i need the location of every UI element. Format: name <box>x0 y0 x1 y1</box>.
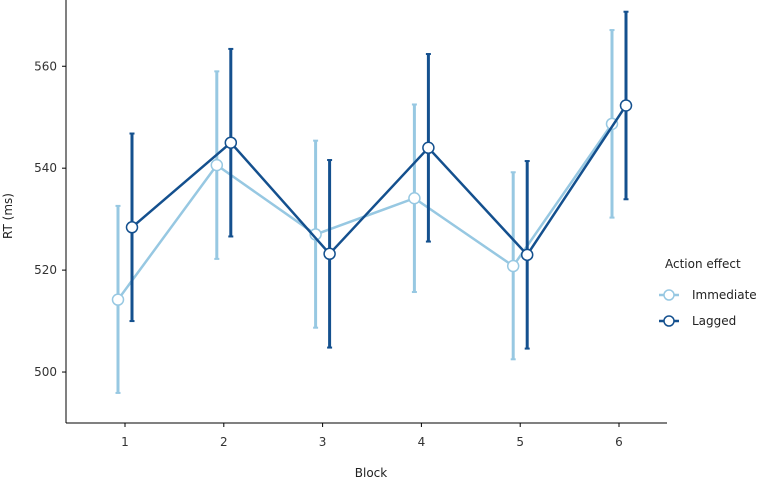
x-tick-label: 4 <box>418 435 426 449</box>
data-point <box>619 99 633 112</box>
legend-item-lagged: Lagged <box>659 314 736 328</box>
legend: Action effect Immediate Lagged <box>659 257 757 328</box>
y-ticks: 500 520 540 560 <box>34 59 66 379</box>
data-point <box>520 248 534 262</box>
x-ticks: 1 2 3 4 5 6 <box>121 423 623 449</box>
data-point <box>111 293 125 306</box>
legend-label: Lagged <box>692 314 736 328</box>
data-point <box>210 158 224 172</box>
data-point <box>323 247 336 261</box>
data-point <box>422 141 435 155</box>
legend-title: Action effect <box>665 257 741 271</box>
x-axis-title: Block <box>355 466 388 478</box>
series-layer <box>111 10 633 394</box>
series-immediate <box>111 29 619 394</box>
y-tick-label: 500 <box>34 365 57 379</box>
data-point <box>224 136 238 149</box>
y-tick-label: 540 <box>34 161 57 175</box>
legend-item-immediate: Immediate <box>659 288 757 302</box>
y-axis-title: RT (ms) <box>1 193 15 239</box>
series-line <box>116 123 614 301</box>
series-lagged <box>125 10 633 350</box>
y-tick-label: 560 <box>34 59 57 73</box>
y-tick-label: 520 <box>34 263 57 277</box>
legend-key-marker <box>663 289 675 301</box>
x-tick-label: 2 <box>220 435 228 449</box>
data-point <box>125 221 139 234</box>
x-tick-label: 1 <box>121 435 129 449</box>
x-tick-label: 3 <box>319 435 327 449</box>
x-tick-label: 6 <box>615 435 623 449</box>
data-point <box>506 259 520 273</box>
data-point <box>408 191 421 205</box>
legend-label: Immediate <box>692 288 757 302</box>
legend-key-marker <box>663 315 675 327</box>
x-tick-label: 5 <box>516 435 524 449</box>
series-line <box>131 104 628 257</box>
axes <box>65 0 667 424</box>
